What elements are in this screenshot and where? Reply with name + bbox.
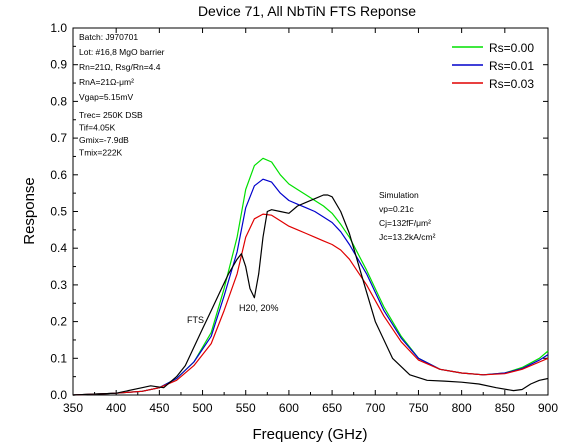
x-tick-label: 900 (538, 401, 558, 415)
y-tick-label: 0.9 (50, 58, 67, 72)
x-axis: 350 400 450 500 550 600 650 700 750 800 850 900 (63, 28, 558, 415)
y-tick-label: 0.6 (50, 168, 67, 182)
y-axis-label: Response (21, 177, 38, 245)
y-tick-label: 0.5 (50, 205, 67, 219)
y-tick-label: 0.8 (50, 94, 67, 108)
simulation-line: Jc=13.2kA/cm² (379, 232, 436, 242)
y-tick-label: 0.3 (50, 278, 67, 292)
chart-title: Device 71, All NbTiN FTS Reponse (198, 3, 416, 19)
fts-annotation: FTS (187, 315, 204, 325)
param-line: Tif=4.05K (79, 123, 116, 133)
x-tick-label: 450 (149, 401, 169, 415)
legend-label: Rs=0.00 (489, 41, 534, 55)
param-line: Vgap=5.15mV (79, 92, 133, 102)
series-lines (72, 157, 549, 396)
series-line-rs-0-00 (72, 157, 549, 396)
param-line: Tmix=222K (79, 148, 123, 158)
simulation-line: vp=0.21c (379, 204, 414, 214)
x-tick-label: 650 (322, 401, 342, 415)
param-line: Gmix=-7.9dB (79, 135, 129, 145)
simulation-line: Cj=132fF/μm² (379, 218, 431, 228)
x-tick-label: 800 (452, 401, 472, 415)
x-tick-label: 850 (495, 401, 515, 415)
x-tick-label: 500 (193, 401, 213, 415)
legend: Rs=0.00 Rs=0.01 Rs=0.03 (452, 41, 534, 91)
receiver-parameters: Trec= 250K DSB Tif=4.05K Gmix=-7.9dB Tmix=2… (79, 110, 143, 158)
x-tick-label: 750 (408, 401, 428, 415)
y-tick-label: 0.4 (50, 241, 67, 255)
device-parameters: Batch: J970701 Lot: #16,8 MgO barrier Rn=2… (79, 32, 165, 102)
param-line: Lot: #16,8 MgO barrier (79, 47, 165, 57)
x-tick-label: 350 (63, 401, 83, 415)
y-axis: 0.0 0.1 0.2 0.3 0.4 0.5 0.6 0.7 0.8 0.9 1.0 (50, 21, 548, 402)
y-tick-label: 0.2 (50, 315, 67, 329)
legend-label: Rs=0.03 (489, 77, 534, 91)
y-tick-label: 0.1 (50, 351, 67, 365)
param-line: Rn=21Ω, Rsg/Rn=4.4 (79, 62, 161, 72)
y-tick-label: 0.0 (50, 388, 67, 402)
param-line: Trec= 250K DSB (79, 110, 143, 120)
x-tick-label: 600 (279, 401, 299, 415)
x-tick-label: 400 (106, 401, 126, 415)
x-tick-label: 700 (365, 401, 385, 415)
param-line: RnA=21Ω-μm² (79, 77, 134, 87)
param-line: Batch: J970701 (79, 32, 138, 42)
h2o-annotation: H20, 20% (239, 303, 279, 313)
y-tick-label: 0.7 (50, 131, 67, 145)
simulation-parameters: Simulation vp=0.21c Cj=132fF/μm² Jc=13.2kA/… (379, 190, 436, 242)
legend-label: Rs=0.01 (489, 59, 534, 73)
series-line-rs-0-01 (72, 178, 549, 396)
series-line-fts (72, 194, 549, 396)
y-tick-label: 1.0 (50, 21, 67, 35)
simulation-line: Simulation (379, 190, 419, 200)
x-axis-label: Frequency (GHz) (252, 426, 367, 442)
x-tick-label: 550 (236, 401, 256, 415)
series-line-rs-0-03 (72, 213, 549, 396)
